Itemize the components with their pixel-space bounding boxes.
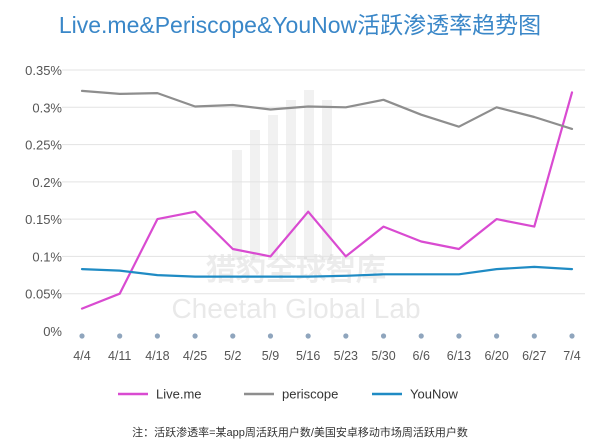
x-tick-label: 5/9 [262,349,279,363]
x-marker-dot [456,333,462,339]
legend-label-live-me: Live.me [156,387,202,402]
x-tick-label: 6/6 [413,349,430,363]
x-tick-label: 4/4 [73,349,90,363]
x-marker-dot [418,333,424,339]
series-line-periscope [80,89,574,130]
y-tick-label: 0.2% [32,175,62,190]
x-marker-dot [380,333,387,339]
x-tick-label: 6/20 [484,349,508,363]
series-line-younow [80,265,574,278]
legend-label-periscope: periscope [282,387,338,402]
y-tick-label: 0.3% [32,100,62,115]
x-tick-label: 5/30 [371,349,395,363]
x-tick-label: 4/11 [108,349,131,363]
y-tick-label: 0% [43,324,62,339]
y-axis-ticks: 0% 0.05% 0.1% 0.15% 0.2% 0.25% 0.3% 0.35% [25,63,62,339]
x-marker-dot [154,333,160,339]
x-tick-label: 5/16 [296,349,320,363]
x-tick-label: 6/27 [522,349,546,363]
y-tick-label: 0.05% [25,287,62,302]
series-lines [80,89,574,310]
y-tick-label: 0.25% [25,138,62,153]
legend: Live.me periscope YouNow [118,387,459,402]
watermark: 猎豹全球智库 Cheetah Global Lab [171,90,421,324]
y-tick-label: 0.35% [25,63,62,78]
watermark-en: Cheetah Global Lab [171,293,420,324]
x-tick-label: 4/18 [145,349,169,363]
x-marker-dot [79,333,85,339]
x-axis-ticks: 4/4 4/11 4/18 4/25 5/2 5/9 5/16 5/23 5/30 6/6 6/13… [73,349,580,363]
x-tick-label: 5/23 [334,349,358,363]
x-axis-markers [79,333,575,339]
x-tick-label: 7/4 [563,349,580,363]
series-line-live-me [80,91,574,310]
x-marker-dot [230,333,236,339]
watermark-cn: 猎豹全球智库 [206,253,386,287]
x-tick-label: 6/13 [447,349,471,363]
x-marker-dot [192,333,198,339]
x-marker-dot [531,333,537,339]
y-tick-label: 0.15% [25,212,62,227]
footnote: 注：活跃渗透率=某app周活跃用户数/美国安卓移动市场周活跃用户数 [132,427,468,439]
x-marker-dot [494,333,500,339]
x-tick-label: 5/2 [224,349,241,363]
x-marker-dot [305,333,311,339]
x-marker-dot [343,333,349,339]
y-tick-label: 0.1% [32,249,62,264]
x-marker-dot [117,333,123,339]
chart-title: Live.me&Periscope&YouNow活跃渗透率趋势图 [58,12,542,38]
x-marker-dot [267,333,274,339]
x-marker-dot [569,333,575,339]
legend-label-younow: YouNow [410,387,459,402]
x-tick-label: 4/25 [183,349,207,363]
